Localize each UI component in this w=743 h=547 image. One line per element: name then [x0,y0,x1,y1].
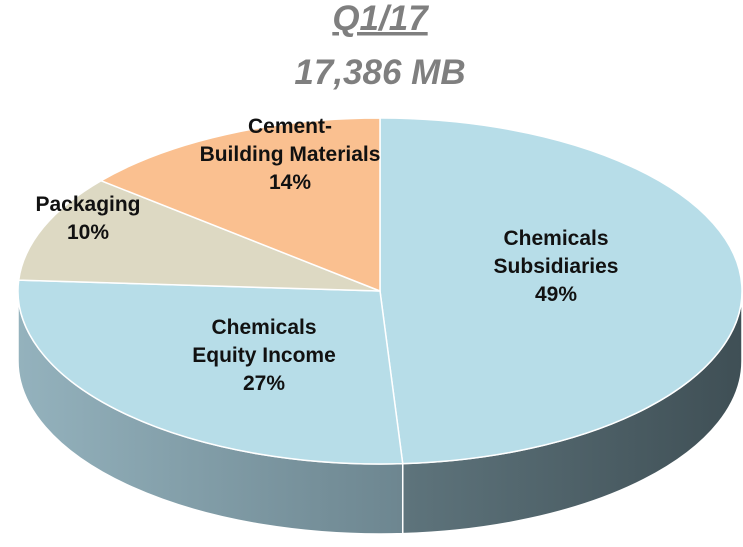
chart-subtitle: 17,386 MB [294,53,465,92]
slice-label: Cement- Building Materials [200,115,381,166]
slice [17,279,404,465]
value-label: 27% [243,372,285,395]
value-label: 10% [67,221,109,244]
value-label: 49% [535,283,577,306]
slice-label-line: Chemicals [211,316,316,339]
slice [17,179,381,292]
slice-label-line: Subsidiaries [494,255,619,278]
slice-label: Chemicals Equity Income [192,316,336,367]
slice-label: Chemicals Subsidiaries [494,227,619,278]
slice [99,117,381,293]
slice-label-line: Chemicals [503,227,608,250]
chart-title: Q1/17 [332,0,429,38]
value-label: 14% [269,171,311,194]
slice-label-line: Packaging [35,193,140,216]
slice-label-line: Cement- [248,115,332,138]
slice-label: Packaging [35,193,140,216]
slice-label-line: Equity Income [192,344,336,367]
slice-label-line: Building Materials [200,143,381,166]
slice [379,117,743,465]
pie: Chemicals Subsidiaries 49% Chemicals Equity … [17,115,743,535]
